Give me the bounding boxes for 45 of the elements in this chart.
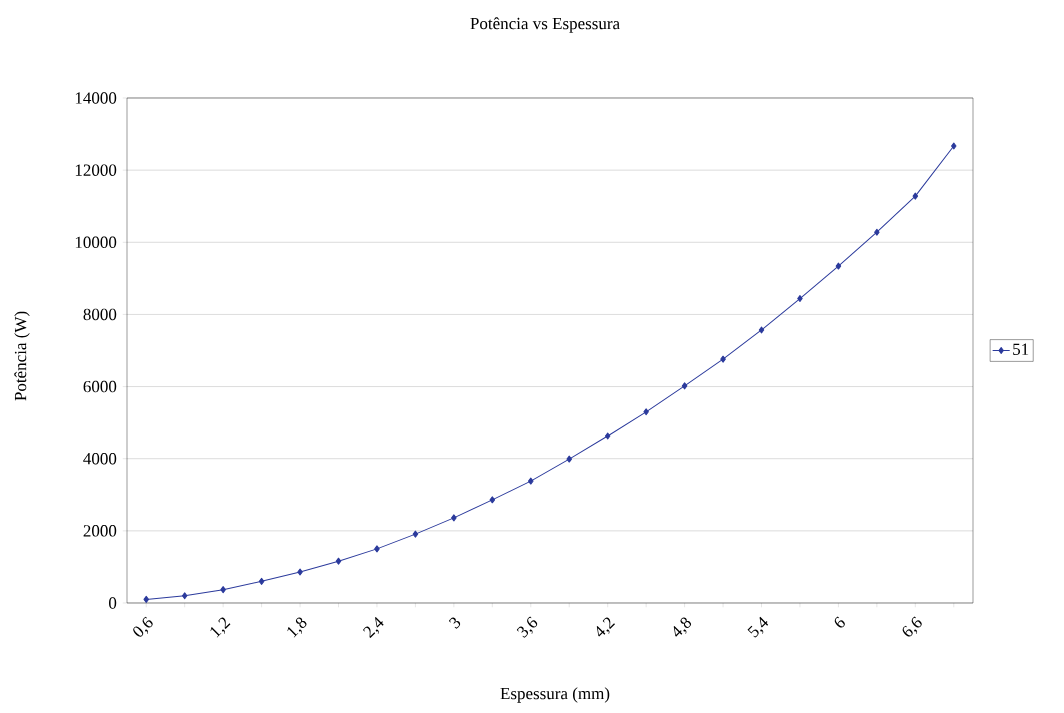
legend-label: 51 [1013,343,1029,356]
x-tick-label: 6 [834,616,845,628]
x-tick-label: 1,2 [210,617,231,638]
x-tick-label: 6,6 [902,616,922,637]
point [412,530,419,538]
y-tick-label: 14000 [75,92,117,104]
y-tick-label: 4000 [83,452,117,465]
x-tick-label: 4,8 [673,617,692,637]
point [951,142,957,150]
y-tick-label: 0 [109,597,117,609]
x-tick-label: 5,4 [747,616,769,638]
x-tick-label: 0,6 [133,616,153,637]
y-tick-label: 10000 [75,236,117,249]
point [374,545,380,553]
point [835,262,842,270]
point [912,192,919,200]
point [604,432,611,440]
x-tick-label: 1,8 [287,617,307,638]
point [258,577,265,585]
point [874,228,880,236]
point [220,586,226,594]
point [681,382,688,390]
point [758,326,765,334]
point [143,595,149,603]
point [335,557,342,565]
x-axis-title: Espessura (mm) [500,687,610,703]
point [643,408,649,416]
point [797,295,803,303]
x-tick-label: 2,4 [362,616,384,639]
x-tick-label: 3 [448,617,461,629]
y-axis-title: Potência (W) [14,311,30,401]
point [528,477,534,485]
point [489,496,496,504]
point [451,514,457,522]
y-tick-label: 2000 [83,525,117,537]
point [297,568,303,576]
x-tick-label: 3,6 [516,616,538,638]
point [181,592,188,600]
chart-title: Potência vs Espessura [470,17,620,33]
point [566,455,572,463]
point [720,355,726,363]
y-tick-label: 6000 [83,380,117,393]
y-tick-label: 12000 [75,164,117,176]
x-tick-label: 4,2 [596,617,615,637]
y-tick-label: 8000 [83,308,117,321]
